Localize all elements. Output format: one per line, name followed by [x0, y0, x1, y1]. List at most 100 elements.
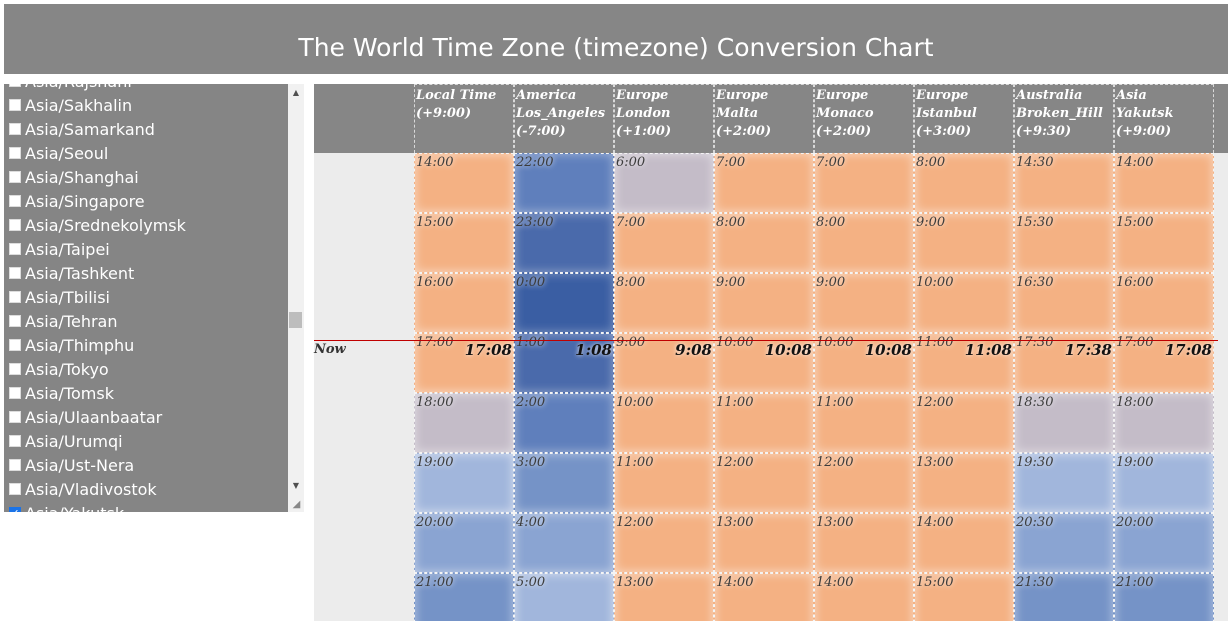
timezone-checkbox[interactable] — [9, 483, 21, 495]
timezone-list-item[interactable]: Asia/Vladivostok — [4, 477, 288, 501]
timezone-column-header: Europe Monaco (+2:00) — [814, 84, 914, 153]
timezone-list-item[interactable]: Asia/Samarkand — [4, 117, 288, 141]
timezone-checkbox[interactable] — [9, 387, 21, 399]
timezone-list-items: Asia/Rajshahi Asia/Sakhalin Asia/Samarkand… — [4, 84, 288, 512]
timezone-label: Asia/Tashkent — [25, 263, 135, 283]
column-header-line2: Los_Angeles — [516, 106, 606, 121]
timezone-label: Asia/Shanghai — [25, 167, 139, 187]
timezone-list-item[interactable]: Asia/Urumqi — [4, 429, 288, 453]
now-time-value: 17:38 — [1064, 341, 1112, 359]
time-cell: 17:00 — [414, 333, 514, 393]
timezone-checkbox[interactable] — [9, 435, 21, 447]
timezone-label: Asia/Tokyo — [25, 359, 109, 379]
timezone-list-item[interactable]: Asia/Taipei — [4, 237, 288, 261]
timezone-label: Asia/Seoul — [25, 143, 109, 163]
timezone-checkbox[interactable] — [9, 99, 21, 111]
timezone-list-item[interactable]: Asia/Sakhalin — [4, 93, 288, 117]
time-cell: 13:00 — [914, 453, 1014, 513]
time-cell: 14:00 — [714, 573, 814, 621]
column-header-line2: Broken_Hill — [1016, 106, 1103, 121]
page-header: The World Time Zone (timezone) Conversio… — [4, 4, 1228, 74]
timezone-list-item[interactable]: Asia/Ulaanbaatar — [4, 405, 288, 429]
timezone-checkbox[interactable] — [9, 411, 21, 423]
time-cell: 19:30 — [1014, 453, 1114, 513]
time-cell: 7:00 — [714, 153, 814, 213]
timezone-list-item[interactable]: Asia/Tokyo — [4, 357, 288, 381]
timezone-list-item[interactable]: Asia/Tbilisi — [4, 285, 288, 309]
now-time-value: 11:08 — [964, 341, 1012, 359]
timezone-checkbox[interactable] — [9, 219, 21, 231]
timezone-checkbox[interactable] — [9, 339, 21, 351]
column-header-offset: (+1:00) — [616, 124, 672, 139]
timezone-list[interactable]: Asia/Rajshahi Asia/Sakhalin Asia/Samarkand… — [4, 84, 288, 512]
timezone-checkbox[interactable] — [9, 315, 21, 327]
timezone-label: Asia/Singapore — [25, 191, 145, 211]
timezone-checkbox[interactable] — [9, 171, 21, 183]
timezone-checkbox[interactable] — [9, 84, 21, 87]
timezone-label: Asia/Tomsk — [25, 383, 114, 403]
timezone-checkbox[interactable] — [9, 123, 21, 135]
timezone-list-item[interactable]: Asia/Singapore — [4, 189, 288, 213]
timezone-list-item[interactable]: Asia/Shanghai — [4, 165, 288, 189]
timezone-list-item[interactable]: Asia/Ust-Nera — [4, 453, 288, 477]
now-line — [314, 340, 1218, 341]
scroll-up-arrow-icon[interactable]: ▲ — [292, 87, 300, 97]
timezone-checkbox[interactable] — [9, 459, 21, 471]
timezone-list-item[interactable]: Asia/Tehran — [4, 309, 288, 333]
column-header-line1: Europe — [616, 88, 669, 103]
timezone-list-item[interactable]: Asia/Tomsk — [4, 381, 288, 405]
timezone-checkbox[interactable] — [9, 243, 21, 255]
time-cell: 13:00 — [714, 513, 814, 573]
column-header-offset: (+2:00) — [816, 124, 872, 139]
resize-grip-icon[interactable]: ◢ — [292, 499, 301, 510]
time-cell: 10:00 — [714, 333, 814, 393]
timezone-checkbox[interactable]: ✓ — [9, 507, 21, 512]
time-cell: 13:00 — [614, 573, 714, 621]
now-time-value: 9:08 — [675, 341, 712, 359]
timezone-label: Asia/Sakhalin — [25, 95, 133, 115]
time-cell: 15:00 — [1114, 213, 1214, 273]
column-header-line2: Malta — [716, 106, 759, 121]
timezone-label: Asia/Rajshahi — [25, 84, 132, 91]
timezone-checkbox[interactable] — [9, 363, 21, 375]
scroll-down-arrow-icon[interactable]: ▼ — [292, 480, 300, 490]
time-cell: 12:00 — [614, 513, 714, 573]
timezone-checkbox[interactable] — [9, 195, 21, 207]
now-time-value: 17:08 — [1164, 341, 1212, 359]
time-cell: 18:30 — [1014, 393, 1114, 453]
time-cell: 10:00 — [814, 333, 914, 393]
timezone-list-item[interactable]: ✓ Asia/Yakutsk — [4, 501, 288, 512]
scrollbar-thumb[interactable] — [289, 312, 302, 328]
timezone-label: Asia/Ulaanbaatar — [25, 407, 163, 427]
timezone-list-item[interactable]: Asia/Thimphu — [4, 333, 288, 357]
column-header-line1: Local Time — [416, 88, 497, 103]
timezone-list-item[interactable]: Asia/Srednekolymsk — [4, 213, 288, 237]
column-header-offset: (+3:00) — [916, 124, 972, 139]
now-time-value: 10:08 — [864, 341, 912, 359]
timezone-list-item[interactable]: Asia/Rajshahi — [4, 84, 288, 93]
timezone-column-header: Australia Broken_Hill (+9:30) — [1014, 84, 1114, 153]
time-cell: 14:00 — [814, 573, 914, 621]
time-cell: 21:30 — [1014, 573, 1114, 621]
column-header-offset: (+9:00) — [1116, 124, 1172, 139]
timezone-list-item[interactable]: Asia/Tashkent — [4, 261, 288, 285]
time-cell: 19:00 — [1114, 453, 1214, 513]
time-cell: 14:00 — [914, 513, 1014, 573]
time-cell: 15:00 — [414, 213, 514, 273]
column-header-offset: (+9:30) — [1016, 124, 1072, 139]
timezone-label: Asia/Samarkand — [25, 119, 155, 139]
timezone-list-item[interactable]: Asia/Seoul — [4, 141, 288, 165]
column-header-line2: Monaco — [816, 106, 874, 121]
time-cell: 3:00 — [514, 453, 614, 513]
timezone-label: Asia/Ust-Nera — [25, 455, 135, 475]
timezone-checkbox[interactable] — [9, 147, 21, 159]
time-cell: 5:00 — [514, 573, 614, 621]
timezone-checkbox[interactable] — [9, 267, 21, 279]
column-header-offset: (+9:00) — [416, 106, 472, 121]
timezone-list-scrollbar[interactable]: ▲ ▼ — [288, 84, 304, 512]
now-time-value: 1:08 — [575, 341, 612, 359]
timezone-checkbox[interactable] — [9, 291, 21, 303]
column-header-line1: Asia — [1116, 88, 1147, 103]
time-cell: 14:00 — [1114, 153, 1214, 213]
now-time-value: 17:08 — [464, 341, 512, 359]
